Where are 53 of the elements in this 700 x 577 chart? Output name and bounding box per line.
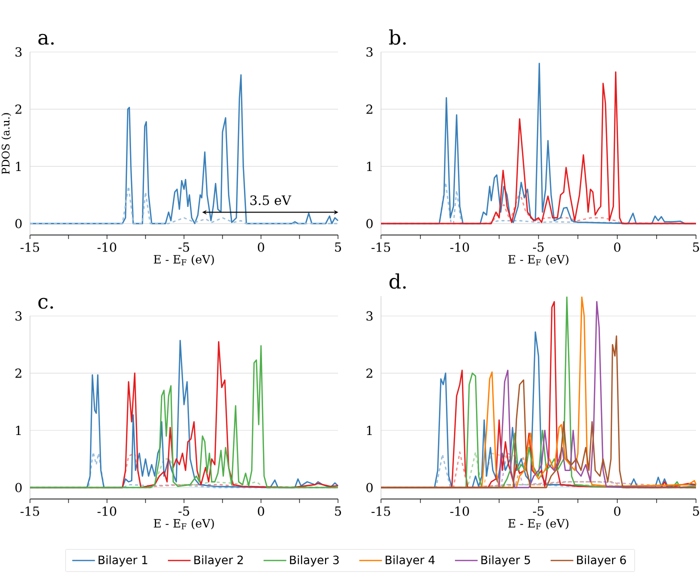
x-tick-label: -15 [372,242,390,252]
y-tick-label: 2 [15,104,22,114]
chart-title: b. [389,29,406,45]
x-tick-label: 0 [614,242,620,252]
y-tick-label: 0 [15,218,22,228]
y-tick-label: 3 [366,311,373,321]
y-tick-label: 0 [366,482,373,492]
x-tick-label: 5 [335,506,342,516]
x-tick-label: -10 [450,506,469,516]
x-tick-label: -15 [372,506,390,516]
x-tick-label: 0 [258,242,264,252]
x-axis-title: E - E$_{F}$ (eV) [508,518,568,530]
legend-label: Bilayer 6 [577,555,626,566]
y-tick-label: 3 [16,311,22,321]
legend-label: Bilayer 5 [481,555,530,566]
legend-label: Bilayer 2 [194,555,243,566]
y-tick-label: 1 [367,162,372,171]
x-tick-label: 5 [335,242,342,252]
legend-label: Bilayer 4 [386,555,435,566]
x-tick-label: -10 [450,242,469,252]
x-tick-label: -5 [178,242,190,252]
y-tick-label: 1 [16,162,21,171]
y-tick-label: 0 [15,482,22,492]
x-tick-label: -5 [532,242,544,252]
x-tick-label: 0 [258,506,264,516]
y-tick-label: 3 [16,47,22,57]
line-series [29,186,339,224]
x-tick-label: 0 [614,506,620,516]
y-tick-label: 2 [366,368,372,378]
annotation: 3.5 eV [250,195,292,206]
x-tick-label: -15 [20,242,40,252]
x-tick-label: 5 [693,506,700,516]
x-tick-label: -15 [20,506,40,516]
x-tick-label: -10 [98,242,116,252]
legend-label: Bilayer 3 [290,555,339,566]
y-tick-label: 2 [15,368,22,378]
chart-title: a. [38,34,54,45]
y-tick-label: 2 [366,104,372,114]
y-axis-title: PDOS (a.u.) [1,113,12,174]
x-tick-label: 5 [693,242,700,252]
y-tick-label: 1 [16,426,21,435]
x-axis-title: E - E$_{F}$ (eV) [154,518,214,530]
chart-title: d. [390,273,406,289]
x-tick-label: -10 [98,506,116,516]
chart-title: c. [38,298,53,309]
x-axis-title: E - E$_{F}$ (eV) [154,254,214,266]
x-tick-label: -5 [532,506,544,516]
x-tick-label: -5 [178,506,190,516]
y-tick-label: 0 [366,218,373,228]
legend-label: Bilayer 1 [98,555,148,566]
y-tick-label: 3 [366,47,373,57]
y-tick-label: 1 [367,426,372,435]
x-axis-title: E - E$_{F}$ (eV) [508,254,568,266]
